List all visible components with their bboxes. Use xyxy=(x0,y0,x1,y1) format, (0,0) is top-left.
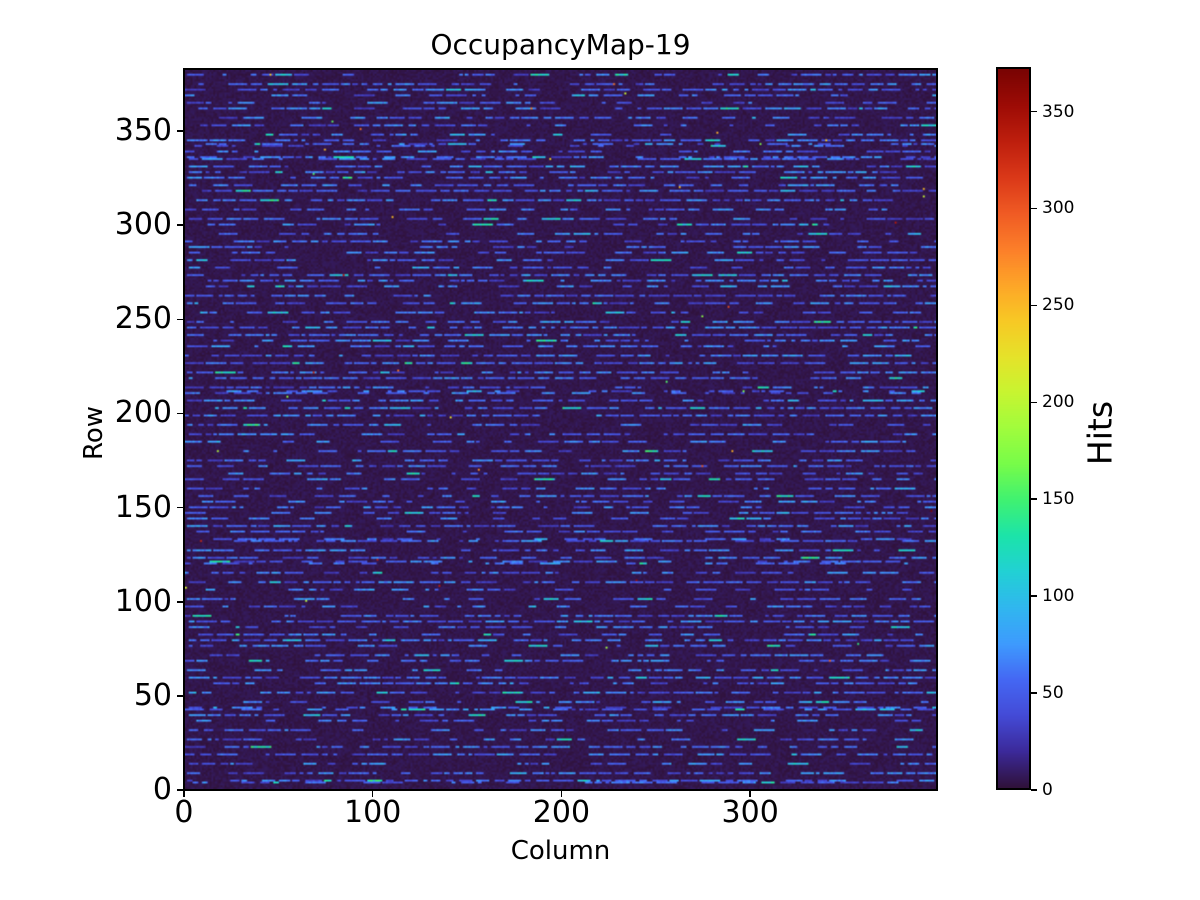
colorbar-gradient-canvas xyxy=(998,69,1029,788)
y-axis-tick xyxy=(177,412,183,415)
y-axis-tick-label: 100 xyxy=(114,583,172,619)
x-axis-tick xyxy=(183,791,185,797)
y-axis-tick-label: 0 xyxy=(152,772,172,808)
colorbar-tick xyxy=(1031,789,1037,791)
plot-area xyxy=(183,68,938,791)
x-axis-tick xyxy=(749,791,751,797)
colorbar-tick-label: 300 xyxy=(1042,198,1075,219)
plot-title: OccupancyMap-19 xyxy=(430,28,691,61)
y-axis-tick xyxy=(177,695,183,697)
y-axis-tick xyxy=(177,789,183,791)
colorbar-tick-label: 150 xyxy=(1042,489,1075,510)
colorbar-tick xyxy=(1031,692,1037,694)
y-axis-tick-label: 350 xyxy=(114,113,172,149)
y-axis-tick-label: 150 xyxy=(114,489,172,525)
y-axis-tick xyxy=(177,506,183,509)
colorbar-tick-label: 100 xyxy=(1042,586,1075,607)
colorbar-tick-label: 200 xyxy=(1042,392,1075,413)
y-axis-tick-label: 250 xyxy=(114,301,172,337)
x-axis-tick-label: 0 xyxy=(174,795,194,830)
colorbar-tick-label: 0 xyxy=(1042,780,1053,800)
x-axis-tick-label: 100 xyxy=(344,795,402,830)
colorbar-label-text: Hits xyxy=(1080,400,1120,466)
colorbar-tick xyxy=(1031,498,1037,501)
y-axis-tick xyxy=(177,224,183,226)
x-axis-tick-label: 200 xyxy=(532,795,591,830)
colorbar-tick-label: 50 xyxy=(1042,683,1064,704)
y-axis-tick-label: 200 xyxy=(114,395,172,431)
x-axis-tick xyxy=(371,791,374,797)
colorbar-tick xyxy=(1031,304,1037,307)
x-axis-label: Column xyxy=(510,836,611,866)
y-axis-tick-label: 50 xyxy=(133,677,172,713)
colorbar-tick-label: 350 xyxy=(1042,101,1075,122)
colorbar-tick-label: 250 xyxy=(1042,295,1075,316)
x-axis-tick xyxy=(560,791,563,797)
x-axis-tick-label: 300 xyxy=(721,795,779,830)
y-axis-label-text: Row xyxy=(79,405,109,461)
y-axis-tick xyxy=(177,130,183,132)
colorbar-tick xyxy=(1031,207,1037,210)
y-axis-tick xyxy=(177,318,183,321)
colorbar-tick xyxy=(1031,401,1037,404)
occupancy-heatmap-canvas xyxy=(185,70,936,789)
colorbar xyxy=(996,67,1031,790)
y-axis-tick xyxy=(177,600,183,603)
colorbar-tick xyxy=(1031,595,1037,597)
y-axis-tick-label: 300 xyxy=(114,207,172,243)
colorbar-tick xyxy=(1031,110,1037,113)
